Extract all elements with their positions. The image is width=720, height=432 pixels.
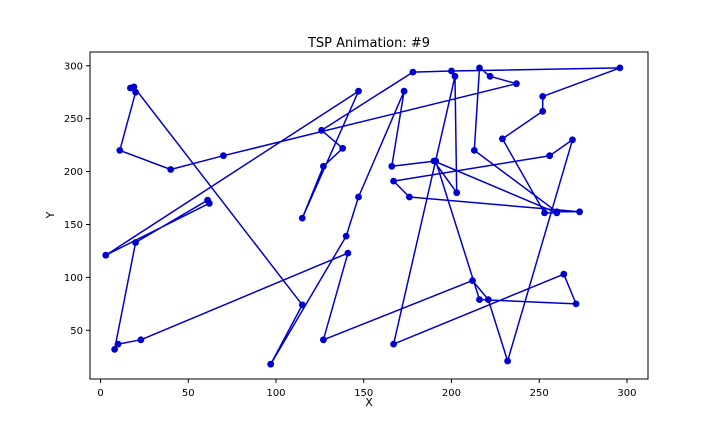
city-point [339,144,347,152]
city-point [476,296,483,303]
city-point [388,162,396,170]
city-point [298,214,306,222]
city-point [132,239,140,246]
city-point [102,251,110,259]
city-point [539,107,547,115]
x-tick-label: 200 [442,388,461,399]
x-tick-label: 0 [97,388,103,399]
chart-title: TSP Animation: #9 [307,36,430,51]
city-point [344,249,352,257]
city-point [116,147,124,154]
x-tick-label: 50 [182,388,195,399]
y-tick-label: 300 [64,61,83,72]
city-point [205,199,213,207]
city-point [132,88,140,96]
city-point [499,135,506,143]
city-point [406,193,413,201]
city-point [114,340,122,348]
city-point [513,80,520,88]
city-point [318,126,325,134]
city-point [476,64,483,72]
city-point [451,72,459,80]
x-tick-label: 100 [266,388,285,399]
x-axis-label: X [365,396,373,409]
plot-frame [89,51,649,380]
city-point [298,301,306,309]
city-point [320,162,327,170]
y-tick-label: 150 [64,220,83,231]
y-tick-label: 250 [64,114,83,125]
city-point [390,340,397,348]
city-point [560,270,568,278]
city-point [267,360,275,368]
city-point [539,93,547,100]
city-point [342,232,350,240]
city-point [355,87,362,95]
city-point [130,83,138,91]
city-point [484,296,492,303]
y-tick-label: 200 [64,167,83,178]
city-point [504,357,511,365]
x-tick-label: 250 [530,388,549,399]
city-point [409,68,417,76]
city-point [470,147,478,154]
city-point [569,136,576,144]
city-point [220,152,227,160]
x-axis-ticks: 0 50 100 150 200 250 300 [97,379,636,399]
y-tick-label: 50 [70,326,83,337]
city-point [320,336,327,344]
city-point [541,209,548,217]
city-point [448,67,455,75]
x-tick-label: 150 [354,388,373,399]
city-point [486,72,494,80]
city-point [137,336,145,344]
city-point [111,346,118,353]
data-layer [102,64,624,368]
y-axis-label: Y [44,211,57,219]
y-axis-ticks: 50 100 150 200 250 300 [64,61,90,337]
city-point [390,177,397,185]
city-point [616,64,624,72]
city-point [400,87,408,95]
city-point [469,277,476,284]
city-point [167,166,175,173]
city-point [576,208,583,216]
city-point [553,209,561,217]
city-point [355,193,362,201]
city-point [432,157,440,165]
y-tick-label: 100 [64,273,83,284]
city-point [546,152,554,160]
city-point [572,300,580,308]
x-tick-label: 300 [617,388,636,399]
city-point [453,189,461,197]
